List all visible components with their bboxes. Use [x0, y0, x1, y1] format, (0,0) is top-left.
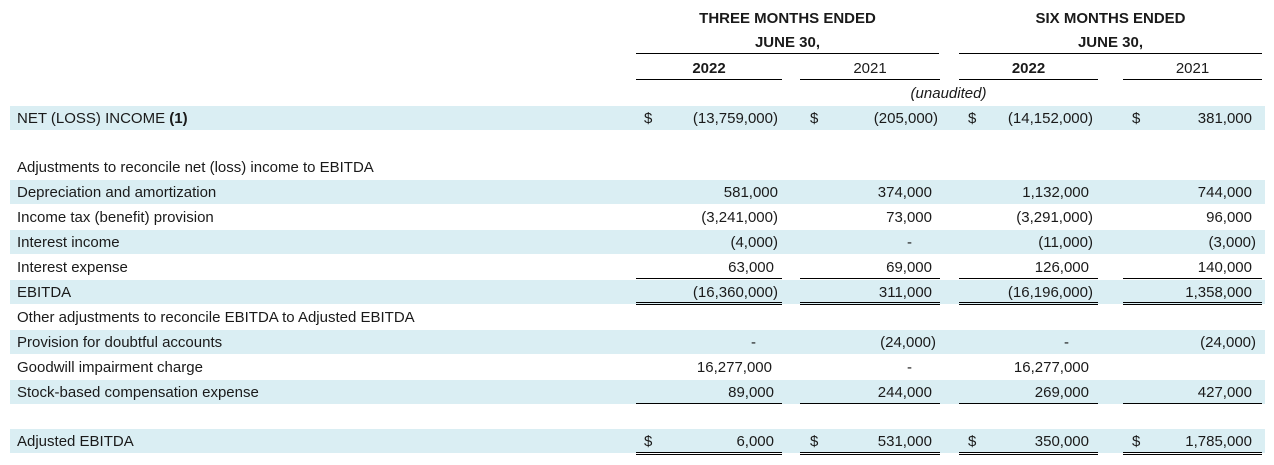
- currency-symbol: $: [810, 110, 819, 127]
- currency-symbol: $: [644, 433, 653, 450]
- row-label-depreciation: Depreciation and amortization: [17, 184, 217, 201]
- cell-value: -: [907, 359, 912, 376]
- year-header: 2021: [1123, 60, 1262, 80]
- cell-value: 63,000: [728, 259, 774, 276]
- year-header: 2021: [800, 60, 940, 80]
- cell-value: 744,000: [1197, 184, 1252, 201]
- cell-value: (3,000): [1208, 234, 1256, 251]
- total-rule: [959, 302, 1098, 305]
- row-band: [10, 106, 1265, 130]
- cell-value: 1,785,000: [1185, 433, 1252, 450]
- total-rule: [959, 452, 1098, 455]
- cell-value: 96,000: [1206, 209, 1252, 226]
- cell-value: 381,000: [1197, 110, 1252, 127]
- cell-value: 1,132,000: [1022, 184, 1089, 201]
- cell-value: 126,000: [1034, 259, 1089, 276]
- footnote-ref: (1): [169, 110, 188, 127]
- cell-value: 427,000: [1197, 384, 1252, 401]
- row-label-doubtful-accounts: Provision for doubtful accounts: [17, 334, 223, 351]
- cell-value: (24,000): [1200, 334, 1256, 351]
- cell-value: 73,000: [886, 209, 932, 226]
- cell-value: (16,360,000): [692, 284, 778, 301]
- three-months-date: JUNE 30,: [636, 34, 939, 54]
- cell-value: -: [1064, 334, 1069, 351]
- cell-value: -: [751, 334, 756, 351]
- cell-value: 350,000: [1034, 433, 1089, 450]
- year-header: 2022: [959, 60, 1098, 80]
- cell-value: (24,000): [880, 334, 936, 351]
- subtotal-rule: [800, 403, 940, 404]
- subtotal-rule: [959, 403, 1098, 404]
- cell-value: 581,000: [723, 184, 778, 201]
- subtotal-rule: [959, 278, 1098, 279]
- cell-value: (3,241,000): [701, 209, 778, 226]
- section-heading-adjustments: Adjustments to reconcile net (loss) inco…: [17, 159, 374, 176]
- row-band: [10, 180, 1265, 204]
- three-months-header: THREE MONTHS ENDED: [699, 10, 876, 27]
- unaudited-label: (unaudited): [910, 85, 987, 102]
- total-rule: [800, 452, 940, 455]
- cell-value: (16,196,000): [1007, 284, 1093, 301]
- total-rule: [1123, 302, 1262, 305]
- total-rule: [636, 452, 782, 455]
- currency-symbol: $: [810, 433, 819, 450]
- cell-value: 311,000: [878, 284, 932, 301]
- row-band: [10, 280, 1265, 304]
- currency-symbol: $: [644, 110, 653, 127]
- subtotal-rule: [800, 278, 940, 279]
- cell-value: 374,000: [877, 184, 932, 201]
- cell-value: 6,000: [736, 433, 774, 450]
- cell-value: (205,000): [873, 110, 938, 127]
- row-band: [10, 230, 1265, 254]
- row-label-stock-compensation: Stock-based compensation expense: [17, 384, 259, 401]
- currency-symbol: $: [968, 110, 977, 127]
- six-months-header: SIX MONTHS ENDED: [1035, 10, 1186, 27]
- cell-value: (11,000): [1038, 234, 1093, 251]
- row-label-income-tax: Income tax (benefit) provision: [17, 209, 214, 226]
- row-label-interest-expense: Interest expense: [17, 259, 128, 276]
- cell-value: -: [907, 234, 912, 251]
- cell-value: 244,000: [877, 384, 932, 401]
- cell-value: 140,000: [1197, 259, 1252, 276]
- cell-value: (4,000): [730, 234, 778, 251]
- row-label-net-income: NET (LOSS) INCOME (1): [17, 110, 188, 127]
- subtotal-rule: [1123, 278, 1262, 279]
- subtotal-rule: [1123, 403, 1262, 404]
- cell-value: 16,277,000: [1013, 359, 1089, 376]
- total-rule: [1123, 452, 1262, 455]
- currency-symbol: $: [968, 433, 977, 450]
- cell-value: (3,291,000): [1016, 209, 1093, 226]
- row-band: [10, 429, 1265, 453]
- row-label-adjusted-ebitda: Adjusted EBITDA: [17, 433, 134, 450]
- row-label-interest-income: Interest income: [17, 234, 120, 251]
- row-band: [10, 380, 1265, 404]
- section-heading-other-adjustments: Other adjustments to reconcile EBITDA to…: [17, 309, 415, 326]
- row-label-goodwill: Goodwill impairment charge: [17, 359, 203, 376]
- cell-value: (13,759,000): [692, 110, 778, 127]
- total-rule: [636, 302, 782, 305]
- cell-value: 69,000: [886, 259, 932, 276]
- row-label-ebitda: EBITDA: [17, 284, 72, 301]
- subtotal-rule: [636, 278, 782, 279]
- cell-value: 531,000: [877, 433, 932, 450]
- currency-symbol: $: [1132, 433, 1141, 450]
- currency-symbol: $: [1132, 110, 1141, 127]
- row-band: [10, 330, 1265, 354]
- cell-value: 269,000: [1034, 384, 1089, 401]
- cell-value: 1,358,000: [1185, 284, 1252, 301]
- year-header: 2022: [636, 60, 782, 80]
- total-rule: [800, 302, 940, 305]
- subtotal-rule: [636, 403, 782, 404]
- six-months-date: JUNE 30,: [959, 34, 1262, 54]
- cell-value: (14,152,000): [1007, 110, 1093, 127]
- cell-value: 16,277,000: [696, 359, 772, 376]
- cell-value: 89,000: [728, 384, 774, 401]
